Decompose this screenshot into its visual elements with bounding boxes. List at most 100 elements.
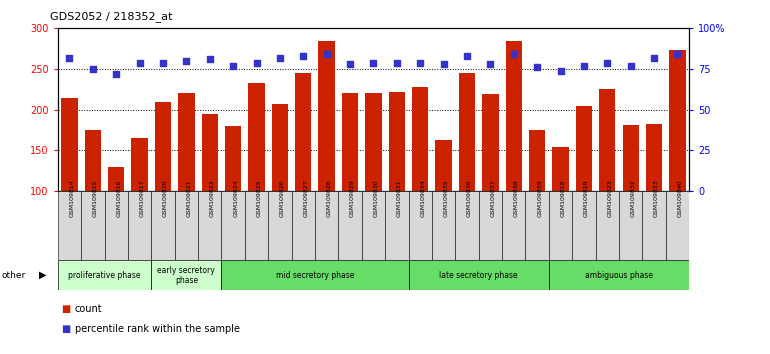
Bar (549, 260, 689, 290)
Bar (175, 191, 198, 260)
Bar (319, 41, 335, 191)
Bar (432, 191, 455, 260)
Bar (666, 191, 689, 260)
Bar (178, 93, 195, 191)
Bar (292, 191, 315, 260)
Bar (525, 191, 549, 260)
Text: GSM109817: GSM109817 (139, 179, 145, 217)
Bar (459, 73, 475, 191)
Bar (245, 191, 268, 260)
Text: ■: ■ (62, 304, 71, 314)
Bar (646, 124, 662, 191)
Bar (549, 191, 572, 260)
Text: GSM109820: GSM109820 (163, 179, 168, 217)
Point (63, 55, 75, 61)
Point (320, 52, 333, 57)
Bar (132, 138, 148, 191)
Text: GSM109823: GSM109823 (608, 179, 612, 217)
Text: GSM109839: GSM109839 (537, 179, 542, 217)
Point (554, 68, 567, 74)
Text: GSM109821: GSM109821 (186, 179, 192, 217)
Bar (389, 92, 405, 191)
Bar (151, 191, 175, 260)
Point (110, 71, 122, 77)
Point (367, 60, 380, 65)
Text: mid secretory phase: mid secretory phase (276, 271, 354, 280)
Bar (412, 87, 428, 191)
Point (460, 53, 473, 59)
Point (250, 60, 263, 65)
Text: GSM109837: GSM109837 (490, 179, 495, 217)
Bar (455, 191, 479, 260)
Bar (81, 191, 105, 260)
Bar (365, 93, 382, 191)
Text: GSM109836: GSM109836 (467, 179, 472, 217)
Bar (619, 191, 642, 260)
Bar (249, 83, 265, 191)
Bar (58, 260, 151, 290)
Text: GSM109838: GSM109838 (514, 179, 519, 217)
Text: GSM109833: GSM109833 (654, 179, 659, 217)
Bar (502, 191, 525, 260)
Bar (479, 191, 502, 260)
Bar (272, 104, 288, 191)
Text: ■: ■ (62, 324, 71, 334)
Text: GSM109828: GSM109828 (326, 179, 332, 217)
Text: GSM109818: GSM109818 (561, 179, 565, 217)
Point (297, 53, 310, 59)
Bar (108, 167, 125, 191)
Bar (338, 191, 362, 260)
Text: GSM109831: GSM109831 (397, 179, 402, 217)
Text: count: count (75, 304, 102, 314)
Bar (342, 93, 358, 191)
Point (624, 63, 637, 69)
Bar (225, 126, 241, 191)
Bar (642, 191, 666, 260)
Point (671, 52, 684, 57)
Text: early secretory
phase: early secretory phase (158, 266, 216, 285)
Text: GSM109832: GSM109832 (631, 179, 636, 217)
Text: GSM109830: GSM109830 (373, 179, 378, 217)
Text: other: other (2, 271, 25, 280)
Bar (482, 94, 498, 191)
Point (648, 55, 660, 61)
Point (390, 60, 403, 65)
Point (484, 61, 497, 67)
Text: ▶: ▶ (38, 270, 46, 280)
Bar (506, 41, 522, 191)
Bar (105, 191, 128, 260)
Text: GSM109815: GSM109815 (93, 179, 98, 217)
Bar (622, 125, 639, 191)
Point (87, 66, 99, 72)
Text: GSM109829: GSM109829 (350, 179, 355, 217)
Bar (58, 191, 81, 260)
Point (507, 52, 520, 57)
Bar (572, 191, 596, 260)
Point (578, 63, 590, 69)
Text: GSM109834: GSM109834 (420, 179, 425, 217)
Point (203, 56, 216, 62)
Bar (669, 50, 685, 191)
Bar (529, 130, 545, 191)
Text: proliferative phase: proliferative phase (69, 271, 141, 280)
Text: GSM109835: GSM109835 (444, 179, 449, 217)
Text: GSM109825: GSM109825 (256, 179, 262, 217)
Bar (268, 191, 292, 260)
Point (344, 61, 357, 67)
Bar (576, 107, 592, 191)
Point (227, 63, 239, 69)
Bar (155, 102, 171, 191)
Text: GSM109816: GSM109816 (116, 179, 121, 217)
Point (437, 61, 450, 67)
Bar (409, 191, 432, 260)
Text: GSM109840: GSM109840 (678, 179, 682, 217)
Text: GSM109819: GSM109819 (584, 179, 589, 217)
Point (601, 60, 614, 65)
Bar (222, 260, 409, 290)
Bar (62, 97, 78, 191)
Bar (362, 191, 385, 260)
Bar (552, 147, 569, 191)
Point (274, 55, 286, 61)
Bar (385, 191, 409, 260)
Point (180, 58, 192, 64)
